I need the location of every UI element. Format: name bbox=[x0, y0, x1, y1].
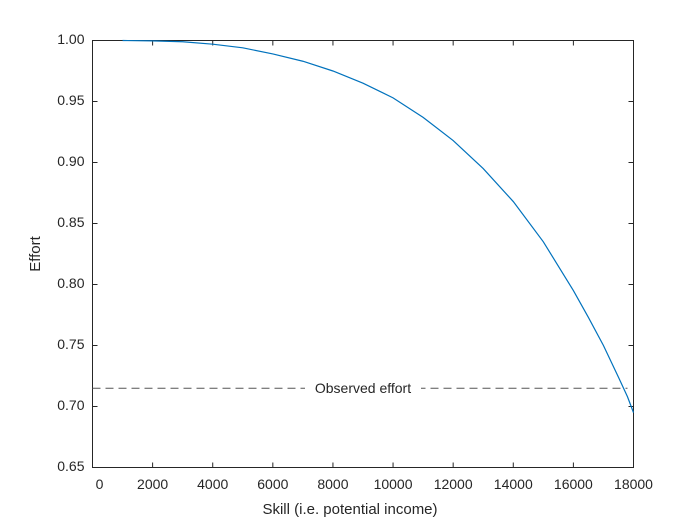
y-tick-label: 0.85 bbox=[57, 214, 84, 230]
x-tick-label: 4000 bbox=[197, 476, 228, 492]
y-tick-label: 0.65 bbox=[57, 458, 84, 474]
x-axis-label: Skill (i.e. potential income) bbox=[262, 501, 437, 518]
x-tick-label: 12000 bbox=[434, 476, 473, 492]
annotation-bg bbox=[305, 379, 421, 398]
y-tick-label: 0.90 bbox=[57, 153, 84, 169]
y-tick-label: 0.75 bbox=[57, 336, 84, 352]
plot-frame bbox=[92, 40, 634, 468]
y-tick-label: 1.00 bbox=[57, 31, 84, 47]
y-tick-label: 0.95 bbox=[57, 92, 84, 108]
x-tick-label: 10000 bbox=[374, 476, 413, 492]
x-tick-label: 8000 bbox=[317, 476, 348, 492]
y-axis-label: Effort bbox=[27, 235, 44, 271]
data-line bbox=[122, 39, 635, 413]
x-tick-label: 14000 bbox=[494, 476, 533, 492]
x-tick-label: 0 bbox=[96, 476, 104, 492]
y-tick-label: 0.70 bbox=[57, 397, 84, 413]
y-tick-label: 0.80 bbox=[57, 275, 84, 291]
x-tick-label: 18000 bbox=[614, 476, 653, 492]
x-tick-label: 16000 bbox=[554, 476, 593, 492]
x-tick-label: 2000 bbox=[137, 476, 168, 492]
annotation: Observed effort bbox=[315, 380, 411, 396]
x-tick-label: 6000 bbox=[257, 476, 288, 492]
